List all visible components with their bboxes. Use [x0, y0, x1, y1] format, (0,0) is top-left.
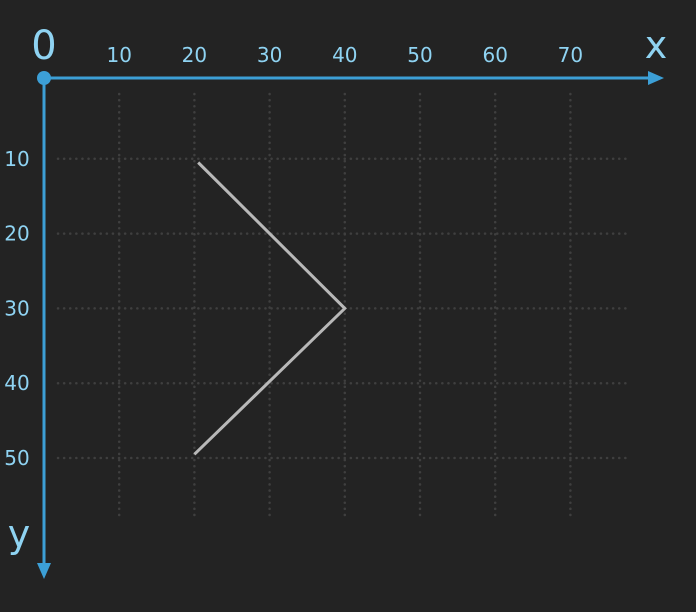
y-axis-arrowhead: [37, 563, 51, 579]
x-tick-label: 70: [558, 43, 583, 67]
x-tick-label: 20: [182, 43, 207, 67]
x-tick-label: 40: [332, 43, 357, 67]
x-tick-label: 50: [407, 43, 432, 67]
y-tick-label: 10: [4, 147, 29, 171]
y-tick-label: 20: [4, 222, 29, 246]
y-tick-label: 50: [4, 446, 29, 470]
x-tick-label: 30: [257, 43, 282, 67]
y-tick-label: 40: [4, 371, 29, 395]
axes: [37, 71, 664, 579]
x-tick-labels: 10 20 30 40 50 60 70: [106, 43, 583, 67]
origin-dot: [37, 71, 51, 85]
x-axis-label: x: [645, 23, 668, 67]
y-tick-labels: 10 20 30 40 50: [4, 147, 29, 470]
x-tick-label: 60: [482, 43, 507, 67]
x-tick-label: 10: [106, 43, 131, 67]
origin-label: 0: [31, 23, 56, 69]
y-axis-label: y: [8, 512, 31, 556]
chevron-polyline: [193, 161, 347, 456]
y-tick-label: 30: [4, 296, 29, 320]
x-axis-arrowhead: [648, 71, 664, 85]
